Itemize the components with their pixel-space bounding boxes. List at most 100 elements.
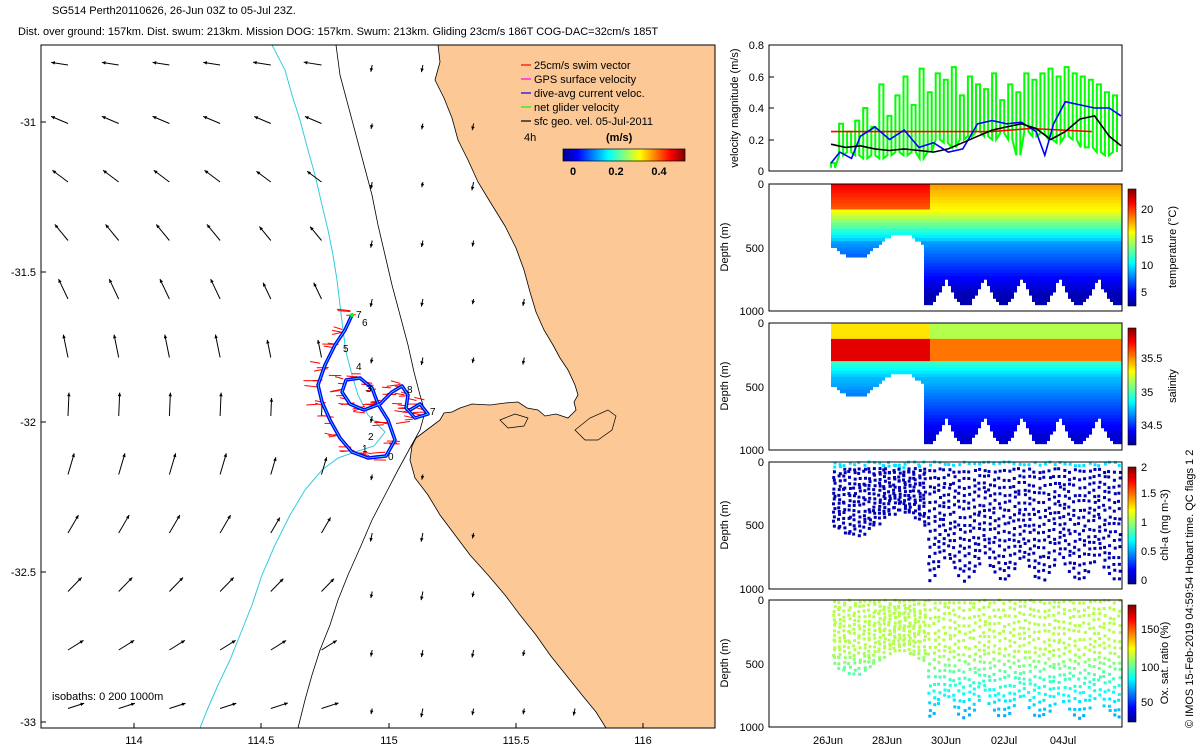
- section-cell: [954, 351, 957, 356]
- section-cell: [984, 272, 987, 277]
- section-cell: [987, 357, 990, 362]
- section-cell: [933, 263, 936, 268]
- section-cell: [1011, 282, 1014, 287]
- section-cell: [957, 190, 960, 195]
- section-cell: [915, 370, 918, 375]
- section-cell: [933, 383, 936, 387]
- section-cell: [1005, 199, 1008, 204]
- section-cell: [1089, 250, 1092, 255]
- section-cell: [921, 348, 924, 353]
- section-cell: [1062, 282, 1065, 287]
- section-cell: [831, 373, 834, 378]
- section-cell: [876, 351, 879, 356]
- section-cell: [996, 231, 999, 236]
- section-cell: [1062, 212, 1065, 217]
- section-cell: [831, 376, 834, 381]
- section-cell: [957, 418, 960, 422]
- section-cell: [945, 276, 948, 280]
- section-cell: [1119, 241, 1122, 245]
- section-cell: [972, 187, 975, 191]
- section-cell: [969, 364, 972, 368]
- geo-vector-head: [80, 702, 85, 707]
- section-cell: [840, 389, 843, 394]
- section-cell: [960, 209, 963, 214]
- geo-vector-head: [304, 116, 309, 120]
- section-cell: [1077, 234, 1080, 239]
- section-cell: [840, 231, 843, 236]
- section-cell: [960, 218, 963, 223]
- section-cell: [882, 338, 885, 343]
- section-cell: [1005, 383, 1008, 387]
- section-cell: [951, 338, 954, 343]
- section-cell: [1023, 272, 1026, 277]
- section-cell: [957, 430, 960, 435]
- section-cell: [867, 193, 870, 198]
- section-cell: [1008, 253, 1011, 258]
- section-cell: [858, 370, 861, 375]
- section-cell: [864, 332, 867, 337]
- section-cell: [1101, 228, 1104, 233]
- section-cell: [1104, 276, 1107, 280]
- section-cell: [930, 301, 933, 306]
- geo-vector-head: [232, 702, 237, 707]
- section-cell: [861, 222, 864, 226]
- section-cell: [1068, 193, 1071, 198]
- section-cell: [930, 228, 933, 233]
- section-cell: [984, 367, 987, 372]
- section-cell: [849, 253, 852, 258]
- section-cell: [843, 367, 846, 372]
- section-cell: [933, 332, 936, 337]
- section-cell: [912, 187, 915, 191]
- section-cell: [1116, 187, 1119, 191]
- section-cell: [981, 209, 984, 214]
- section-cell: [1110, 279, 1113, 283]
- section-cell: [978, 399, 981, 403]
- section-cell: [885, 367, 888, 372]
- section-cell: [963, 399, 966, 403]
- section-cell: [990, 212, 993, 217]
- section-cell: [1053, 253, 1056, 258]
- section-cell: [1044, 250, 1047, 255]
- section-cell: [993, 184, 996, 188]
- geo-vector-head: [420, 183, 425, 188]
- section-cell: [894, 196, 897, 201]
- section-cell: [843, 203, 846, 207]
- section-cell: [927, 263, 930, 268]
- section-cell: [996, 434, 999, 438]
- section-cell: [1071, 250, 1074, 255]
- section-cell: [1026, 257, 1029, 261]
- section-cell: [990, 389, 993, 394]
- section-cell: [975, 228, 978, 233]
- swim-vector: [404, 418, 414, 421]
- section-cell: [864, 253, 867, 258]
- section-cell: [966, 323, 969, 327]
- section-cell: [1071, 288, 1074, 293]
- section-cell: [948, 203, 951, 207]
- section-cell: [1092, 212, 1095, 217]
- section-cell: [1092, 285, 1095, 290]
- section-cell: [885, 323, 888, 327]
- section-cell: [861, 190, 864, 195]
- section-cell: [1026, 193, 1029, 198]
- section-cell: [933, 291, 936, 296]
- section-cell: [1005, 187, 1008, 191]
- section-cell: [852, 345, 855, 349]
- section-cell: [861, 241, 864, 245]
- section-cell: [924, 332, 927, 337]
- section-cell: [945, 367, 948, 372]
- section-cell: [1017, 244, 1020, 248]
- section-cell: [972, 276, 975, 280]
- section-cell: [867, 196, 870, 201]
- section-cell: [1008, 323, 1011, 327]
- section-cell: [858, 386, 861, 391]
- section-cell: [936, 354, 939, 359]
- section-cell: [1080, 215, 1083, 220]
- section-cell: [951, 411, 954, 416]
- section-cell: [930, 367, 933, 372]
- section-cell: [1038, 285, 1041, 290]
- section-cell: [966, 282, 969, 287]
- section-cell: [999, 399, 1002, 403]
- section-cell: [1032, 196, 1035, 201]
- section-cell: [993, 386, 996, 391]
- section-cell: [936, 361, 939, 365]
